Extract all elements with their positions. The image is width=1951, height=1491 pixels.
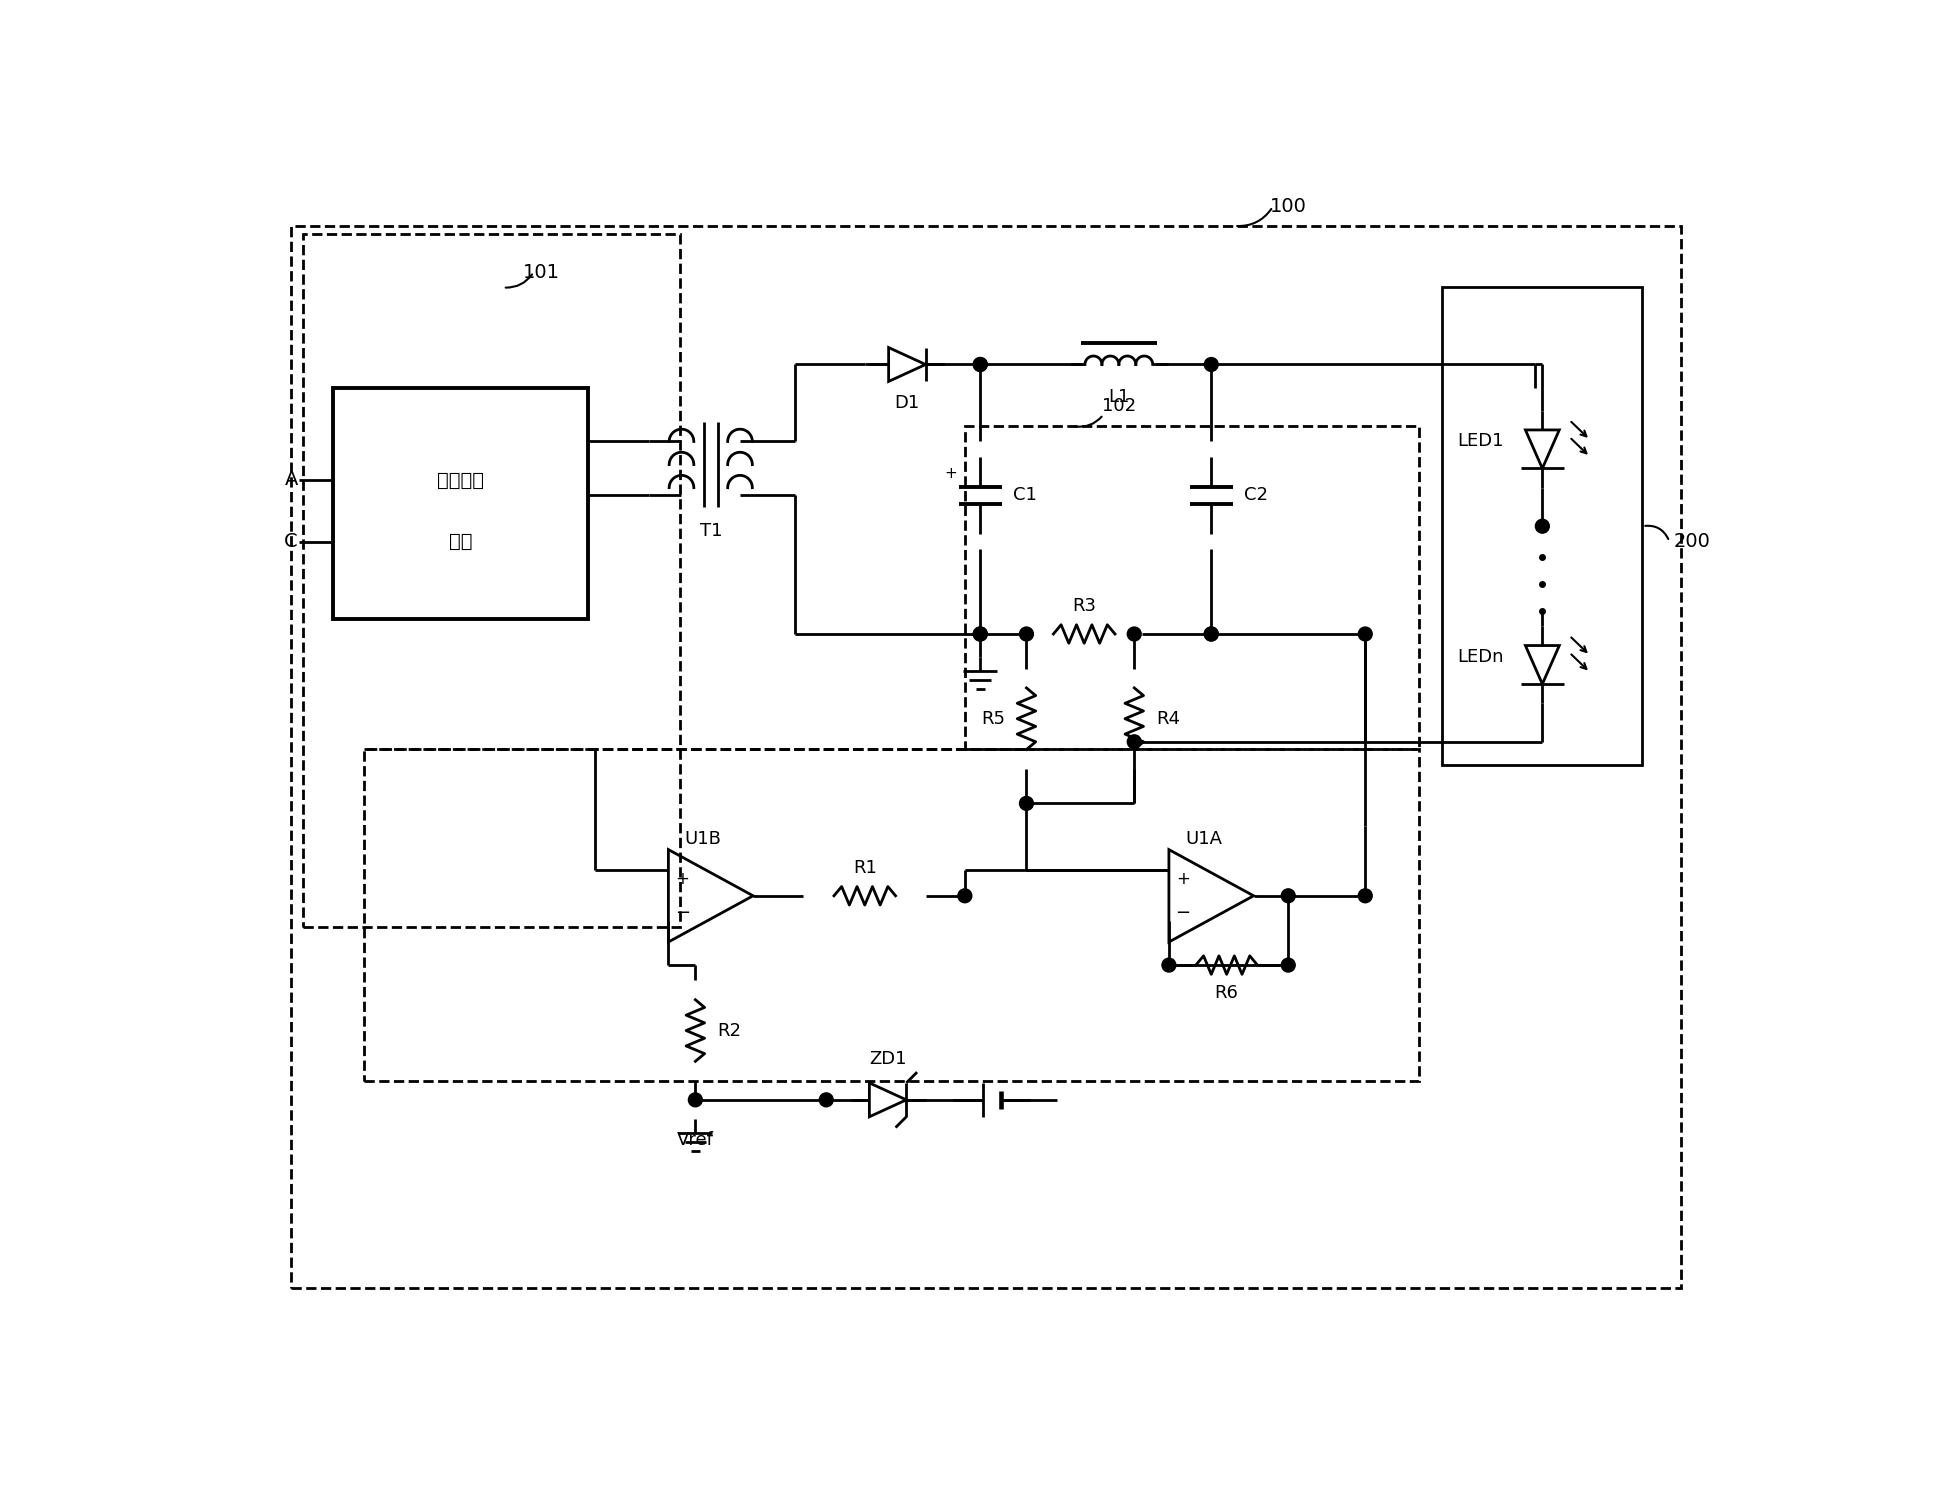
Text: +: +	[675, 869, 689, 887]
Text: R5: R5	[981, 710, 1005, 728]
Circle shape	[1163, 959, 1176, 972]
Text: D1: D1	[894, 394, 919, 412]
Text: 101: 101	[523, 262, 560, 282]
Text: C: C	[285, 532, 299, 552]
Circle shape	[958, 889, 972, 902]
Text: 开关电源: 开关电源	[437, 471, 484, 489]
Text: C1: C1	[1013, 486, 1036, 504]
Text: +: +	[1176, 869, 1190, 887]
Text: R4: R4	[1155, 710, 1180, 728]
Circle shape	[974, 628, 987, 641]
Text: A: A	[285, 471, 299, 489]
Circle shape	[1020, 628, 1034, 641]
Circle shape	[974, 628, 987, 641]
Circle shape	[1020, 796, 1034, 810]
Circle shape	[974, 358, 987, 371]
Circle shape	[1358, 628, 1372, 641]
Circle shape	[1204, 628, 1217, 641]
Text: 100: 100	[1270, 197, 1307, 216]
Text: Vref: Vref	[677, 1130, 714, 1148]
Text: T1: T1	[700, 522, 722, 540]
Text: 200: 200	[1674, 532, 1711, 552]
Text: R6: R6	[1215, 984, 1239, 1002]
Text: U1A: U1A	[1184, 830, 1221, 848]
Text: 102: 102	[1102, 397, 1135, 414]
Text: −: −	[675, 904, 691, 921]
Text: +: +	[944, 467, 958, 482]
Text: R2: R2	[716, 1021, 741, 1039]
Circle shape	[974, 358, 987, 371]
Text: R3: R3	[1073, 596, 1096, 614]
Circle shape	[1535, 519, 1549, 534]
Text: U1B: U1B	[685, 830, 722, 848]
Circle shape	[1282, 959, 1295, 972]
Circle shape	[1128, 735, 1141, 748]
Text: LED1: LED1	[1457, 432, 1504, 450]
Circle shape	[689, 1093, 702, 1106]
Circle shape	[1204, 628, 1217, 641]
Text: R1: R1	[853, 859, 876, 877]
Text: ZD1: ZD1	[868, 1050, 907, 1068]
Circle shape	[1128, 628, 1141, 641]
Circle shape	[1358, 889, 1372, 902]
Text: C2: C2	[1243, 486, 1268, 504]
Text: 模块: 模块	[449, 532, 472, 552]
Circle shape	[1282, 889, 1295, 902]
Text: −: −	[1175, 904, 1190, 921]
Text: LEDn: LEDn	[1457, 649, 1504, 666]
Text: L1: L1	[1108, 388, 1130, 406]
Circle shape	[1204, 358, 1217, 371]
Circle shape	[819, 1093, 833, 1106]
